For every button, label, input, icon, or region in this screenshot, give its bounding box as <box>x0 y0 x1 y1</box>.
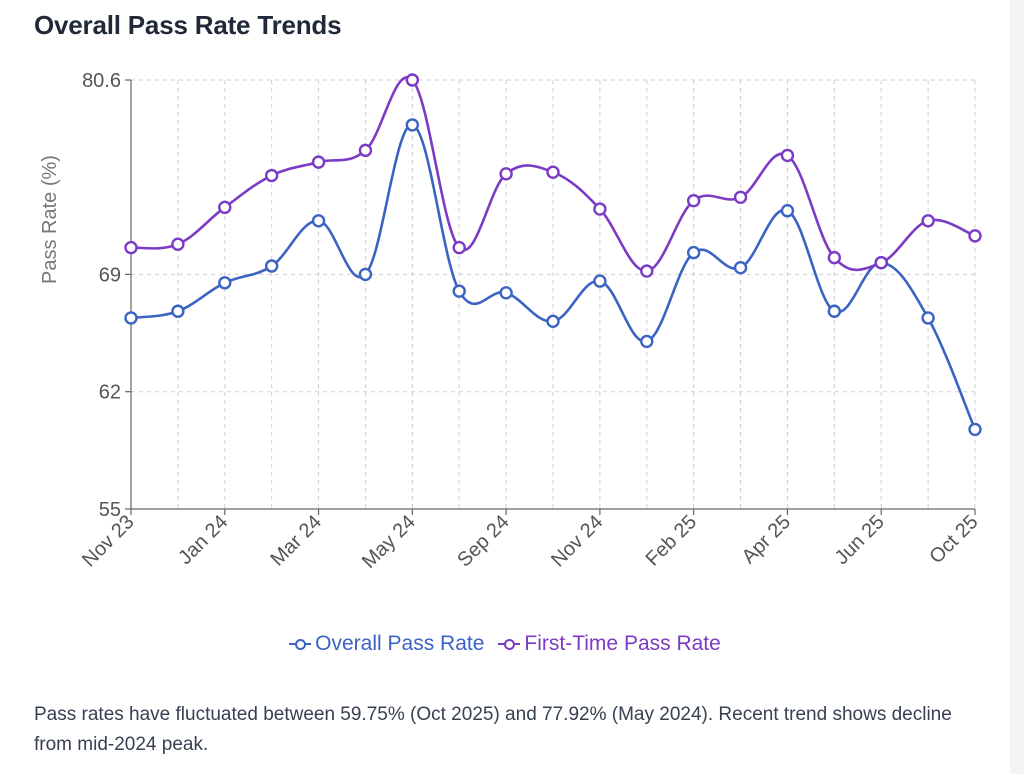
data-point-first-time-pass-rate[interactable] <box>921 214 935 228</box>
y-tick-label: 62 <box>99 382 121 404</box>
data-point-overall-pass-rate[interactable] <box>780 204 795 218</box>
data-point-overall-pass-rate[interactable] <box>452 284 466 298</box>
legend-swatch-first-time <box>498 637 521 651</box>
x-tick-label: Sep 24 <box>453 511 513 571</box>
data-point-first-time-pass-rate[interactable] <box>686 193 701 208</box>
data-point-overall-pass-rate[interactable] <box>546 314 560 329</box>
data-point-first-time-pass-rate[interactable] <box>358 143 373 158</box>
data-point-overall-pass-rate[interactable] <box>171 304 185 318</box>
data-point-first-time-pass-rate[interactable] <box>780 148 795 163</box>
y-tick-label: 55 <box>99 499 121 521</box>
legend-item-first-time[interactable]: First-Time Pass Rate <box>498 632 721 656</box>
data-point-first-time-pass-rate[interactable] <box>874 255 888 270</box>
data-point-first-time-pass-rate[interactable] <box>827 250 842 265</box>
legend-item-overall[interactable]: Overall Pass Rate <box>289 632 484 656</box>
legend-label-first-time: First-Time Pass Rate <box>524 632 721 655</box>
page-edge <box>1010 0 1024 774</box>
data-point-first-time-pass-rate[interactable] <box>593 202 607 216</box>
data-point-overall-pass-rate[interactable] <box>640 334 654 349</box>
x-tick-label: Oct 25 <box>925 511 982 568</box>
x-tick-label: Apr 25 <box>738 511 795 568</box>
data-point-overall-pass-rate[interactable] <box>733 260 748 275</box>
y-tick-label: 69 <box>99 264 121 286</box>
data-point-overall-pass-rate[interactable] <box>921 311 935 325</box>
x-tick-label: Nov 24 <box>547 511 607 571</box>
data-point-first-time-pass-rate[interactable] <box>264 168 279 183</box>
x-tick-label: Mar 24 <box>267 511 327 571</box>
data-point-overall-pass-rate[interactable] <box>593 274 607 288</box>
data-point-first-time-pass-rate[interactable] <box>499 167 513 181</box>
data-point-first-time-pass-rate[interactable] <box>124 240 138 255</box>
x-tick-label: Jan 24 <box>174 511 232 569</box>
data-point-overall-pass-rate[interactable] <box>405 118 420 132</box>
data-point-overall-pass-rate[interactable] <box>686 245 701 260</box>
data-point-overall-pass-rate[interactable] <box>124 311 138 325</box>
data-point-first-time-pass-rate[interactable] <box>733 190 748 205</box>
x-tick-label: Jun 25 <box>831 511 889 569</box>
data-point-overall-pass-rate[interactable] <box>264 259 279 273</box>
data-point-first-time-pass-rate[interactable] <box>546 165 560 179</box>
data-point-overall-pass-rate[interactable] <box>499 286 513 300</box>
chart-legend: Overall Pass Rate First-Time Pass Rate <box>0 632 1010 656</box>
x-tick-label: May 24 <box>358 511 420 573</box>
chart-title: Overall Pass Rate Trends <box>34 10 342 40</box>
data-point-first-time-pass-rate[interactable] <box>968 229 982 243</box>
data-point-first-time-pass-rate[interactable] <box>311 155 326 169</box>
legend-label-overall: Overall Pass Rate <box>315 632 485 655</box>
data-point-first-time-pass-rate[interactable] <box>405 73 420 87</box>
chart-summary: Pass rates have fluctuated between 59.75… <box>34 704 952 755</box>
data-point-overall-pass-rate[interactable] <box>827 304 842 318</box>
data-point-first-time-pass-rate[interactable] <box>640 264 654 278</box>
data-point-first-time-pass-rate[interactable] <box>452 240 466 255</box>
y-tick-label: 80.6 <box>82 70 121 92</box>
data-point-overall-pass-rate[interactable] <box>968 422 982 437</box>
x-tick-label: Feb 25 <box>642 511 702 571</box>
data-point-first-time-pass-rate[interactable] <box>171 237 185 251</box>
data-point-first-time-pass-rate[interactable] <box>218 200 232 215</box>
y-axis-title: Pass Rate (%) <box>39 155 61 284</box>
data-point-overall-pass-rate[interactable] <box>218 276 232 290</box>
data-point-overall-pass-rate[interactable] <box>358 267 373 282</box>
data-point-overall-pass-rate[interactable] <box>311 214 326 228</box>
legend-swatch-overall <box>289 637 312 651</box>
